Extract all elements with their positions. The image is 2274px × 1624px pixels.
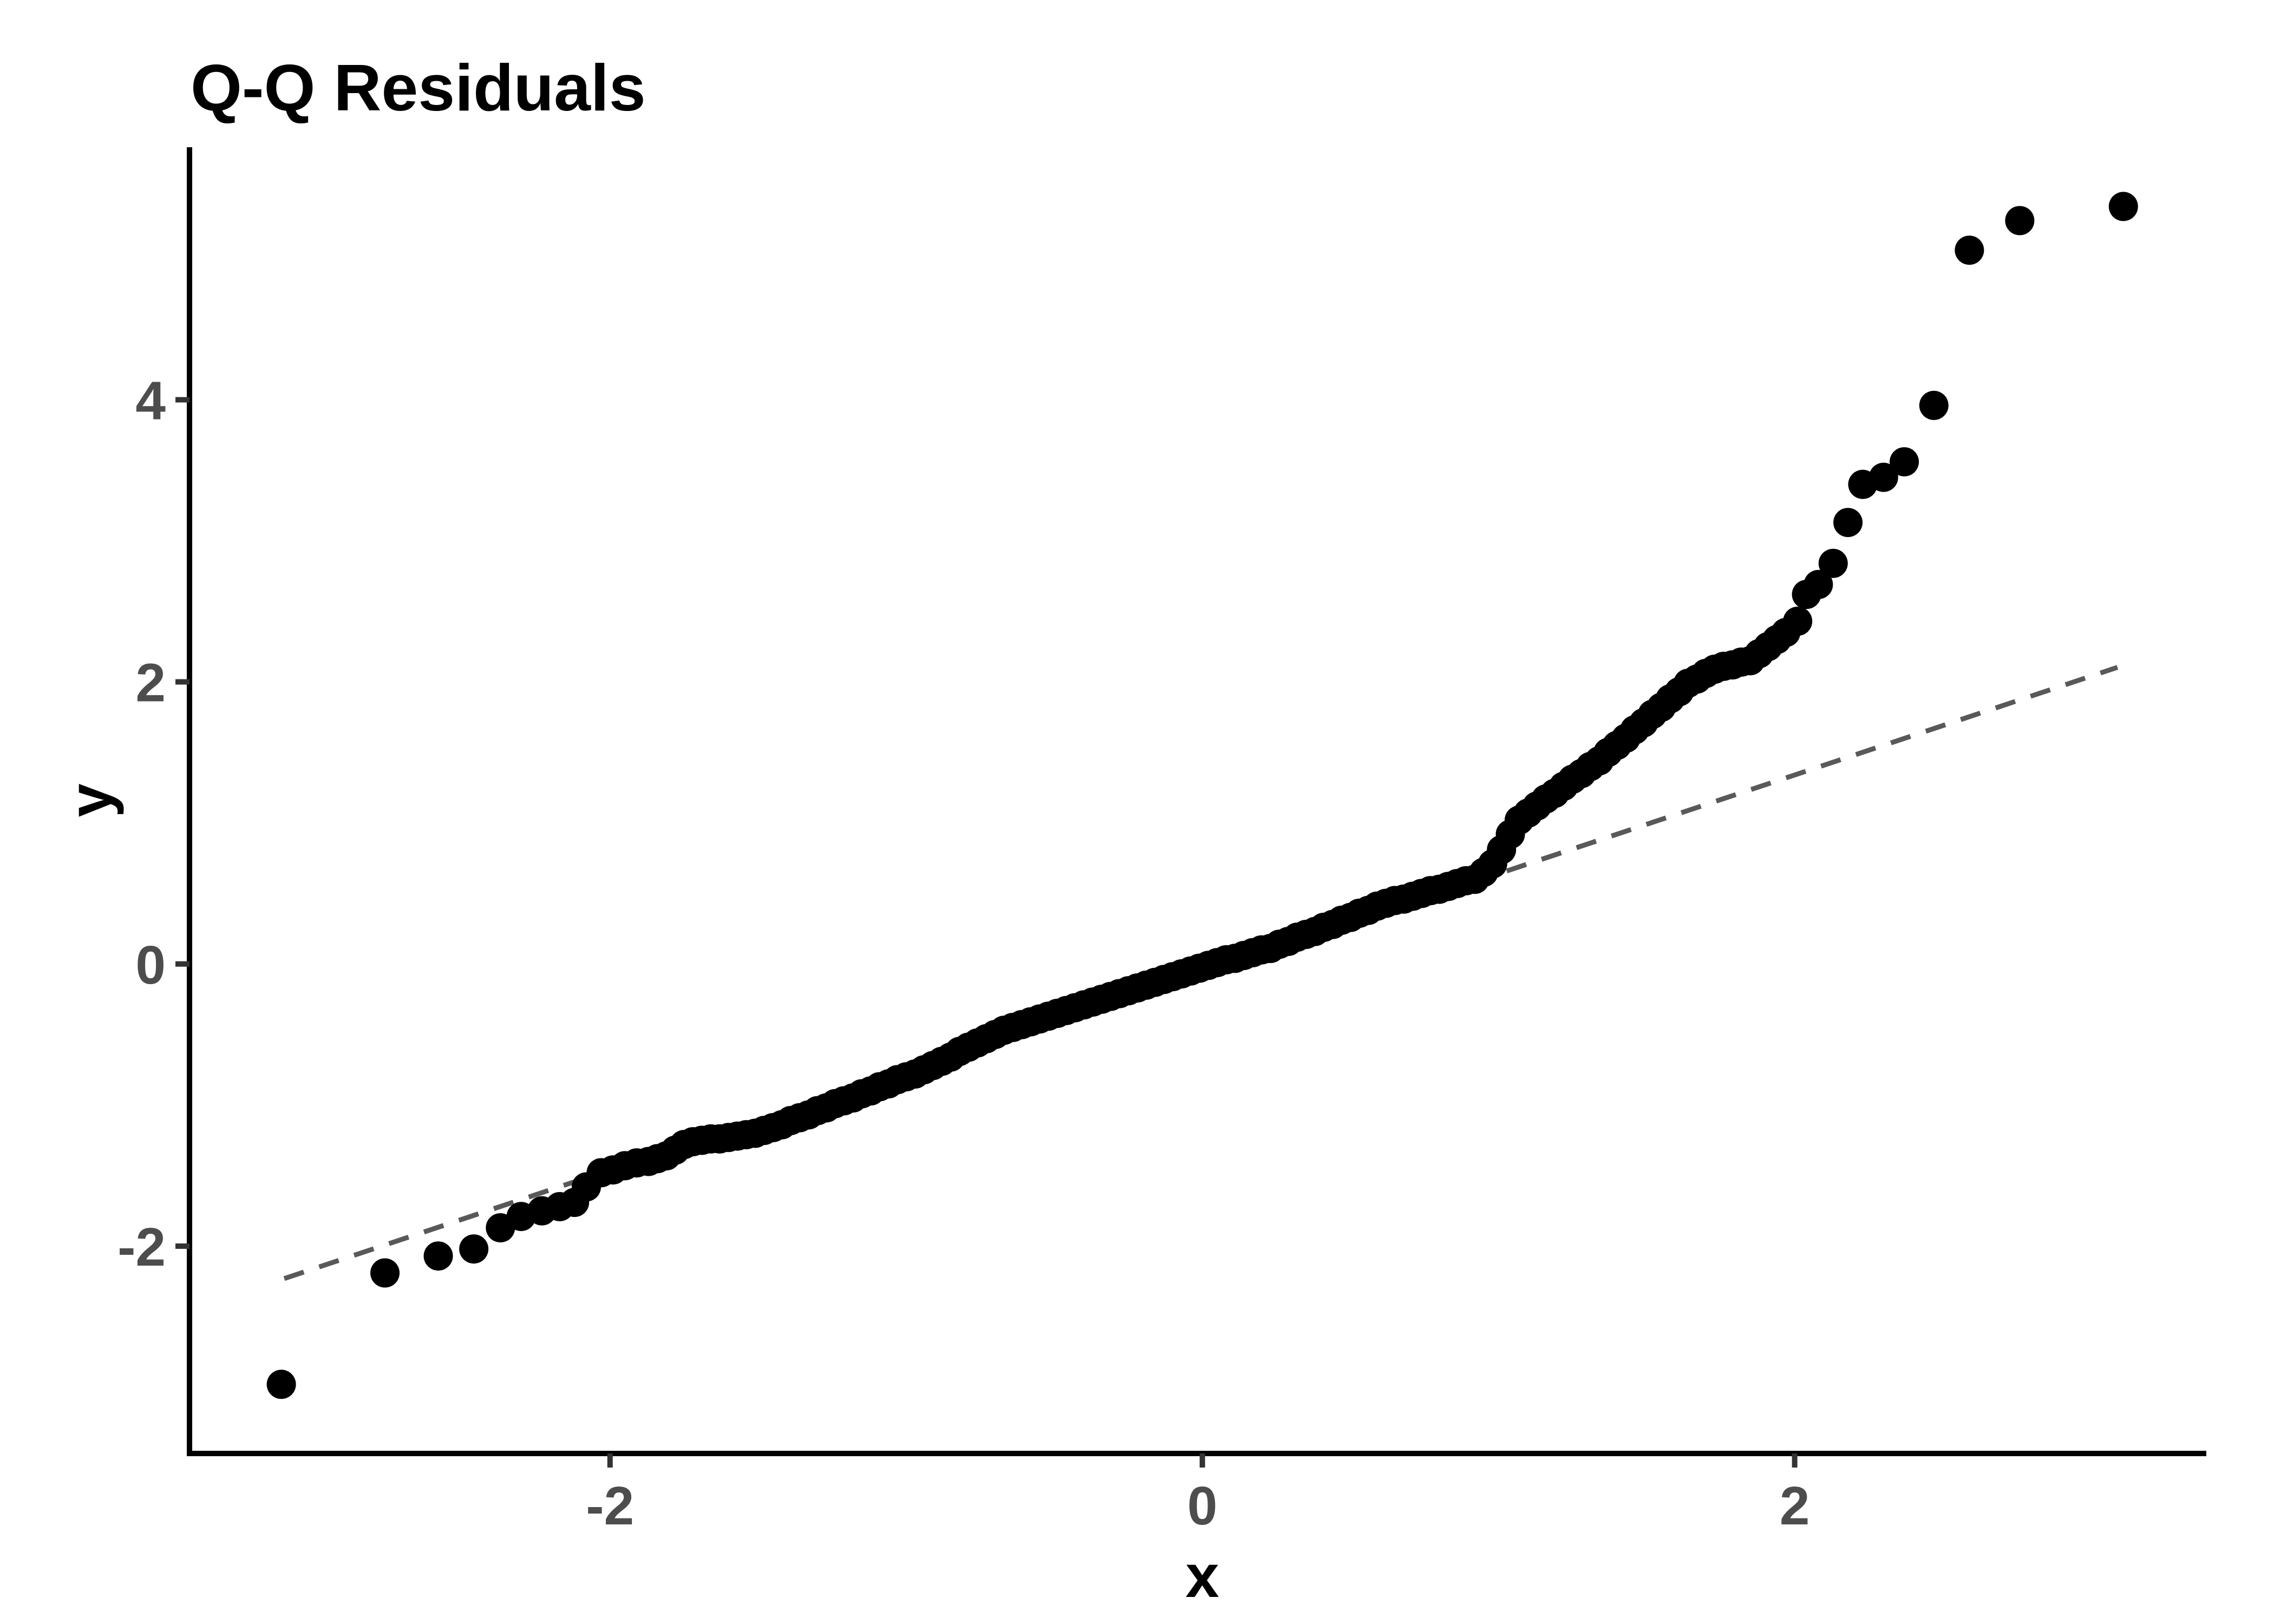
x-tick-label: 2: [1780, 1476, 1810, 1536]
data-point: [266, 1370, 296, 1399]
data-point: [459, 1234, 489, 1264]
data-point: [1955, 235, 1984, 265]
data-point: [1783, 606, 1813, 636]
data-point: [1868, 462, 1898, 492]
axes-group: -2 0 2 4 -2 0 2: [117, 147, 2206, 1536]
data-point: [1919, 390, 1949, 420]
y-tick-label: 0: [135, 935, 166, 996]
x-axis-title: x: [1186, 1542, 1219, 1610]
data-point: [1833, 508, 1863, 538]
x-tick-label: -2: [586, 1476, 634, 1536]
data-point: [1890, 447, 1919, 477]
data-point: [1818, 548, 1848, 578]
data-point: [423, 1241, 453, 1271]
data-point: [370, 1258, 400, 1288]
y-axis-title: y: [56, 783, 124, 817]
y-tick-label: 4: [135, 370, 166, 431]
data-point: [2005, 206, 2035, 235]
x-tick-label: 0: [1187, 1476, 1218, 1536]
data-point: [1803, 569, 1833, 599]
points-group: [266, 192, 2138, 1399]
data-point: [2108, 192, 2138, 221]
y-tick-label: 2: [135, 653, 166, 713]
plot-title: Q-Q Residuals: [191, 51, 646, 125]
y-tick-label: -2: [117, 1217, 166, 1278]
